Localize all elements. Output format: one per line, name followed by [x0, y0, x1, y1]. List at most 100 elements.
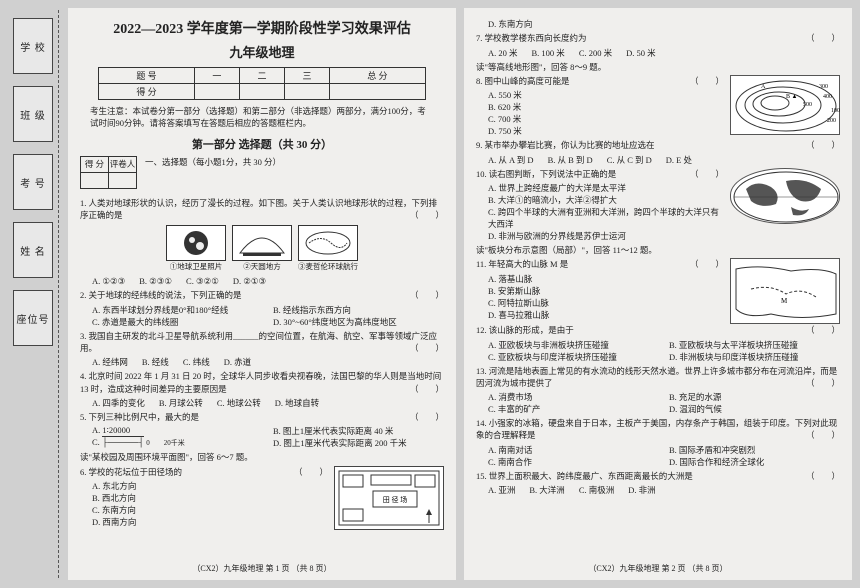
option: B. 安第斯山脉: [488, 285, 724, 297]
question-text: 6. 学校的花坛位于田径场的: [80, 467, 182, 477]
question-intro: 读"等高线地形图"，回答 8～9 题。: [476, 61, 840, 73]
svg-text:A: A: [761, 84, 766, 90]
options-col: A. 550 米 B. 620 米 C. 700 米 D. 750 米: [476, 89, 724, 137]
world-map-svg: [731, 169, 840, 224]
answer-blank: （ ）: [806, 470, 840, 482]
answer-blank: （ ）: [806, 32, 840, 44]
option: A. 东西半球划分界线是0°和180°经线: [92, 304, 263, 316]
option: D. E 处: [666, 154, 692, 166]
option: A. 消费市场: [488, 391, 659, 403]
option: D. 地球自转: [275, 397, 319, 409]
option: C. 地球公转: [217, 397, 261, 409]
scale-note: 0 20千米: [146, 439, 185, 447]
svg-text:100: 100: [831, 108, 840, 114]
question-text: 2. 关于地球的经纬线的说法，下列正确的是: [80, 290, 242, 300]
answer-blank: （ ）: [690, 258, 724, 270]
option: C. 200 米: [579, 47, 612, 59]
options-row: A. ①②③ B. ②③① C. ③②① D. ②①③: [80, 276, 444, 287]
option: D. 赤道: [224, 356, 251, 368]
option: A. 东北方向: [92, 480, 328, 492]
option: D. 西南方向: [92, 516, 328, 528]
options-row: A. 四季的变化 B. 月球公转 C. 地球公转 D. 地球自转: [80, 397, 444, 409]
question-text: 13. 河流是陆地表面上常见的有水流动的线形天然水道。世界上许多城市都分布在河流…: [476, 366, 837, 388]
route-icon: [301, 228, 355, 258]
option: C. 亚欧板块与印度洋板块挤压碰撞: [488, 351, 659, 363]
option: D. 非洲: [628, 484, 655, 496]
svg-text:300: 300: [819, 84, 828, 90]
option: D. 750 米: [488, 125, 724, 137]
option: D. 非洲与欧洲的分界线是苏伊士运河: [488, 230, 724, 242]
question-text: 11. 年轻高大的山脉 M 是: [476, 259, 568, 269]
question-text: 3. 我国自主研发的北斗卫星导航系统利用______的空间位置，在航海、航空、军…: [80, 331, 437, 353]
svg-text:B ▲: B ▲: [786, 94, 797, 100]
earth-icon: [169, 228, 223, 258]
dome-icon: [235, 228, 289, 258]
option: A. 20 米: [488, 47, 518, 59]
option: B. 大洋洲: [529, 484, 564, 496]
binding-label: 考 号: [20, 175, 46, 190]
option: C. 赤道是最大的纬线圈: [92, 316, 263, 328]
binding-field-examno: 考 号: [13, 154, 53, 210]
answer-blank: （ ）: [410, 411, 444, 423]
score-cell: 题 号: [99, 68, 195, 84]
score-cell: 三: [285, 68, 330, 84]
option: B. 从 B 到 D: [548, 154, 593, 166]
question-stem: 13. 河流是陆地表面上常见的有水流动的线形天然水道。世界上许多城市都分布在河流…: [476, 365, 840, 390]
option: B. 国际矛盾和冲突剧烈: [669, 444, 840, 456]
question-stem: 2. 关于地球的经纬线的说法，下列正确的是 （ ）: [80, 289, 444, 301]
options-grid: A. 东西半球划分界线是0°和180°经线 B. 经线指示东西方向 C. 赤道是…: [80, 304, 444, 328]
table-row: 得 分: [99, 84, 426, 100]
section-caption: 一、选择题（每小题1分，共 30 分）: [145, 156, 281, 168]
figure-voyage: [298, 225, 358, 261]
score-cell: [194, 84, 239, 100]
option: D. 非洲板块与印度洋板块挤压碰撞: [669, 351, 840, 363]
option: B. 月球公转: [159, 397, 203, 409]
options-col: A. 世界上跨经度最广的大洋是太平洋 B. 大洋①的暗流小，大洋②得扩大 C. …: [476, 182, 724, 242]
question-stem: 1. 人类对地球形状的认识，经历了漫长的过程。如下图。关于人类认识地球形状的过程…: [80, 197, 444, 222]
option: C. 东南方向: [92, 504, 328, 516]
pages-container: 2022—2023 学年度第一学期阶段性学习效果评估 九年级地理 题 号 一 二…: [68, 8, 852, 580]
option: A. 世界上跨经度最广的大洋是太平洋: [488, 182, 724, 194]
binding-label: 班 级: [20, 107, 46, 122]
option: C. 南南合作: [488, 456, 659, 468]
option: C. ├─────┤ 0 20千米: [92, 437, 263, 449]
option: B. 充足的水源: [669, 391, 840, 403]
page-2: D. 东南方向 7. 学校教学楼东西向长度约为 （ ） A. 20 米 B. 1…: [464, 8, 852, 580]
score-cell: 得 分: [99, 84, 195, 100]
answer-blank: （ ）: [410, 383, 444, 395]
scorer-table: 得 分 评卷人: [80, 156, 137, 189]
binding-label: 学 校: [20, 39, 46, 54]
answer-blank: （ ）: [690, 168, 724, 180]
question-text: 9. 某市举办攀岩比赛，你认为比赛的地址应选在: [476, 140, 655, 150]
option: B. 大洋①的暗流小，大洋②得扩大: [488, 194, 724, 206]
binding-field-name: 姓 名: [13, 222, 53, 278]
binding-label: 姓 名: [20, 243, 46, 258]
campus-map-svg: 田 径 场: [337, 469, 441, 527]
options-grid: A. 1∶20000 B. 图上1厘米代表实际距离 40 米 C. ├─────…: [80, 425, 444, 449]
option: A. 经纬网: [92, 356, 128, 368]
options-row: A. 亚洲 B. 大洋洲 C. 南极洲 D. 非洲: [476, 484, 840, 496]
question-stem: 14. 小强家的冰箱，硬盘来自于日本，主板产于美国，内存条产于韩国，组装于印度。…: [476, 417, 840, 442]
option: C. 丰富的矿产: [488, 403, 659, 415]
options-row: A. 20 米 B. 100 米 C. 200 米 D. 50 米: [476, 47, 840, 59]
contour-map: A B ▲ 300 400 100 200 500: [730, 75, 840, 135]
binding-field-class: 班 级: [13, 86, 53, 142]
answer-blank: （ ）: [806, 429, 840, 441]
option: C. 跨四个半球的大洲有亚洲和大洋洲，跨四个半球的大洋只有大西洋: [488, 206, 724, 230]
contour-svg: A B ▲ 300 400 100 200 500: [731, 76, 840, 136]
question-stem: 12. 该山脉的形成，是由于 （ ）: [476, 324, 840, 336]
binding-field-school: 学 校: [13, 18, 53, 74]
option: D. 30°~60°纬度地区为高纬度地区: [273, 316, 444, 328]
answer-blank: （ ）: [410, 289, 444, 301]
score-cell: 二: [239, 68, 284, 84]
figure-satellite: [166, 225, 226, 261]
binding-margin: 学 校 班 级 考 号 姓 名 座位号: [8, 8, 58, 580]
options-row: A. 从 A 到 D B. 从 B 到 D C. 从 C 到 D D. E 处: [476, 154, 840, 166]
question-intro: 读"某校园及周围环境平面图"，回答 6～7 题。: [80, 451, 444, 463]
options-grid: A. 消费市场 B. 充足的水源 C. 丰富的矿产 D. 温润的气候: [476, 391, 840, 415]
campus-map: 田 径 场: [334, 466, 444, 530]
option: A. 落基山脉: [488, 273, 724, 285]
option: D. ②①③: [233, 276, 266, 287]
exam-title: 2022—2023 学年度第一学期阶段性学习效果评估: [80, 18, 444, 38]
exam-subject: 九年级地理: [80, 42, 444, 61]
